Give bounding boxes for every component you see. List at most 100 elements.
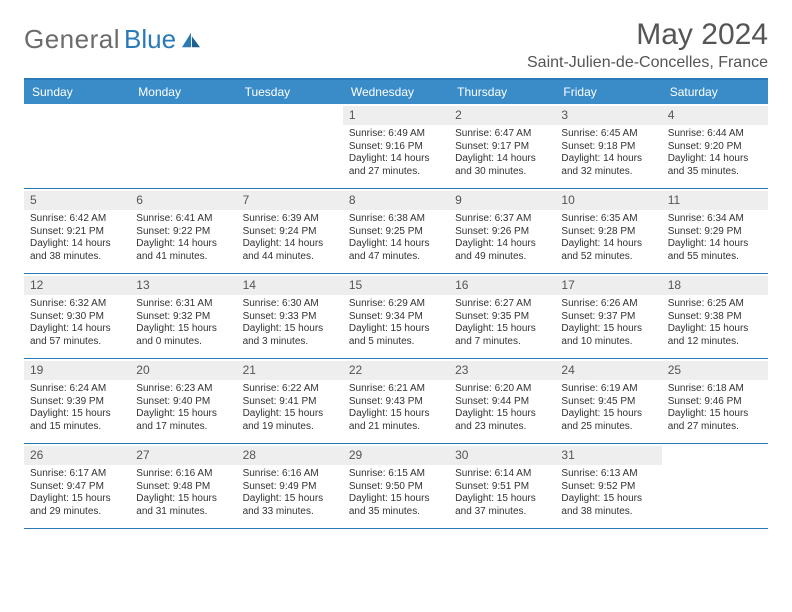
day-number: 14 (237, 276, 343, 295)
sunset-line: Sunset: 9:50 PM (349, 481, 443, 494)
day-number: 3 (555, 106, 661, 125)
day-cell: 24Sunrise: 6:19 AMSunset: 9:45 PMDayligh… (555, 359, 661, 443)
sunset-line: Sunset: 9:43 PM (349, 396, 443, 409)
day-number: 11 (662, 191, 768, 210)
day-cell: 18Sunrise: 6:25 AMSunset: 9:38 PMDayligh… (662, 274, 768, 358)
day-cell (237, 104, 343, 188)
sunrise-line: Sunrise: 6:24 AM (30, 383, 124, 396)
sunset-line: Sunset: 9:17 PM (455, 141, 549, 154)
day-cell: 31Sunrise: 6:13 AMSunset: 9:52 PMDayligh… (555, 444, 661, 528)
daylight-line: Daylight: 15 hours and 21 minutes. (349, 408, 443, 433)
sunset-line: Sunset: 9:32 PM (136, 311, 230, 324)
day-cell: 4Sunrise: 6:44 AMSunset: 9:20 PMDaylight… (662, 104, 768, 188)
day-cell: 8Sunrise: 6:38 AMSunset: 9:25 PMDaylight… (343, 189, 449, 273)
sunrise-line: Sunrise: 6:16 AM (243, 468, 337, 481)
sunset-line: Sunset: 9:51 PM (455, 481, 549, 494)
calendar-page: GeneralBlue May 2024 Saint-Julien-de-Con… (0, 0, 792, 612)
month-title: May 2024 (527, 18, 768, 52)
sunset-line: Sunset: 9:25 PM (349, 226, 443, 239)
day-cell (130, 104, 236, 188)
daylight-line: Daylight: 15 hours and 31 minutes. (136, 493, 230, 518)
sunrise-line: Sunrise: 6:32 AM (30, 298, 124, 311)
sunrise-line: Sunrise: 6:35 AM (561, 213, 655, 226)
sunrise-line: Sunrise: 6:37 AM (455, 213, 549, 226)
sunrise-line: Sunrise: 6:18 AM (668, 383, 762, 396)
day-number: 23 (449, 361, 555, 380)
daylight-line: Daylight: 15 hours and 5 minutes. (349, 323, 443, 348)
daylight-line: Daylight: 14 hours and 49 minutes. (455, 238, 549, 263)
day-number: 24 (555, 361, 661, 380)
sunrise-line: Sunrise: 6:29 AM (349, 298, 443, 311)
sunset-line: Sunset: 9:52 PM (561, 481, 655, 494)
sunrise-line: Sunrise: 6:26 AM (561, 298, 655, 311)
week-row: 5Sunrise: 6:42 AMSunset: 9:21 PMDaylight… (24, 189, 768, 274)
sunrise-line: Sunrise: 6:20 AM (455, 383, 549, 396)
day-number: 1 (343, 106, 449, 125)
location-name: Saint-Julien-de-Concelles, France (527, 54, 768, 72)
daylight-line: Daylight: 14 hours and 44 minutes. (243, 238, 337, 263)
day-cell: 20Sunrise: 6:23 AMSunset: 9:40 PMDayligh… (130, 359, 236, 443)
sunset-line: Sunset: 9:49 PM (243, 481, 337, 494)
sunset-line: Sunset: 9:34 PM (349, 311, 443, 324)
week-row: 1Sunrise: 6:49 AMSunset: 9:16 PMDaylight… (24, 104, 768, 189)
day-cell: 6Sunrise: 6:41 AMSunset: 9:22 PMDaylight… (130, 189, 236, 273)
daylight-line: Daylight: 14 hours and 32 minutes. (561, 153, 655, 178)
day-number: 9 (449, 191, 555, 210)
day-number: 22 (343, 361, 449, 380)
sunrise-line: Sunrise: 6:45 AM (561, 128, 655, 141)
sunset-line: Sunset: 9:46 PM (668, 396, 762, 409)
day-cell: 30Sunrise: 6:14 AMSunset: 9:51 PMDayligh… (449, 444, 555, 528)
daylight-line: Daylight: 14 hours and 52 minutes. (561, 238, 655, 263)
daylight-line: Daylight: 14 hours and 30 minutes. (455, 153, 549, 178)
daylight-line: Daylight: 14 hours and 47 minutes. (349, 238, 443, 263)
daylight-line: Daylight: 15 hours and 35 minutes. (349, 493, 443, 518)
sunset-line: Sunset: 9:26 PM (455, 226, 549, 239)
dow-friday: Friday (555, 80, 661, 104)
sunset-line: Sunset: 9:37 PM (561, 311, 655, 324)
day-cell: 11Sunrise: 6:34 AMSunset: 9:29 PMDayligh… (662, 189, 768, 273)
day-cell: 14Sunrise: 6:30 AMSunset: 9:33 PMDayligh… (237, 274, 343, 358)
sunrise-line: Sunrise: 6:34 AM (668, 213, 762, 226)
sunset-line: Sunset: 9:24 PM (243, 226, 337, 239)
brand-name-gray: General (24, 24, 120, 55)
day-cell: 19Sunrise: 6:24 AMSunset: 9:39 PMDayligh… (24, 359, 130, 443)
day-cell: 21Sunrise: 6:22 AMSunset: 9:41 PMDayligh… (237, 359, 343, 443)
day-number: 8 (343, 191, 449, 210)
sunset-line: Sunset: 9:28 PM (561, 226, 655, 239)
sunset-line: Sunset: 9:47 PM (30, 481, 124, 494)
weeks-container: 1Sunrise: 6:49 AMSunset: 9:16 PMDaylight… (24, 104, 768, 529)
day-cell (24, 104, 130, 188)
dow-monday: Monday (130, 80, 236, 104)
week-row: 26Sunrise: 6:17 AMSunset: 9:47 PMDayligh… (24, 444, 768, 529)
sunrise-line: Sunrise: 6:41 AM (136, 213, 230, 226)
day-cell: 12Sunrise: 6:32 AMSunset: 9:30 PMDayligh… (24, 274, 130, 358)
day-cell: 3Sunrise: 6:45 AMSunset: 9:18 PMDaylight… (555, 104, 661, 188)
day-cell: 29Sunrise: 6:15 AMSunset: 9:50 PMDayligh… (343, 444, 449, 528)
day-number: 19 (24, 361, 130, 380)
sunrise-line: Sunrise: 6:25 AM (668, 298, 762, 311)
sunrise-line: Sunrise: 6:27 AM (455, 298, 549, 311)
day-number: 10 (555, 191, 661, 210)
sunset-line: Sunset: 9:39 PM (30, 396, 124, 409)
sunset-line: Sunset: 9:22 PM (136, 226, 230, 239)
sunrise-line: Sunrise: 6:44 AM (668, 128, 762, 141)
day-cell: 2Sunrise: 6:47 AMSunset: 9:17 PMDaylight… (449, 104, 555, 188)
day-number: 17 (555, 276, 661, 295)
day-cell: 5Sunrise: 6:42 AMSunset: 9:21 PMDaylight… (24, 189, 130, 273)
sunrise-line: Sunrise: 6:21 AM (349, 383, 443, 396)
daylight-line: Daylight: 15 hours and 25 minutes. (561, 408, 655, 433)
day-cell: 28Sunrise: 6:16 AMSunset: 9:49 PMDayligh… (237, 444, 343, 528)
day-number: 28 (237, 446, 343, 465)
day-number: 20 (130, 361, 236, 380)
day-cell: 1Sunrise: 6:49 AMSunset: 9:16 PMDaylight… (343, 104, 449, 188)
day-number: 7 (237, 191, 343, 210)
sunset-line: Sunset: 9:40 PM (136, 396, 230, 409)
daylight-line: Daylight: 15 hours and 19 minutes. (243, 408, 337, 433)
sunset-line: Sunset: 9:45 PM (561, 396, 655, 409)
day-number: 30 (449, 446, 555, 465)
sunrise-line: Sunrise: 6:31 AM (136, 298, 230, 311)
sunrise-line: Sunrise: 6:23 AM (136, 383, 230, 396)
sunrise-line: Sunrise: 6:22 AM (243, 383, 337, 396)
sunrise-line: Sunrise: 6:39 AM (243, 213, 337, 226)
day-number: 29 (343, 446, 449, 465)
